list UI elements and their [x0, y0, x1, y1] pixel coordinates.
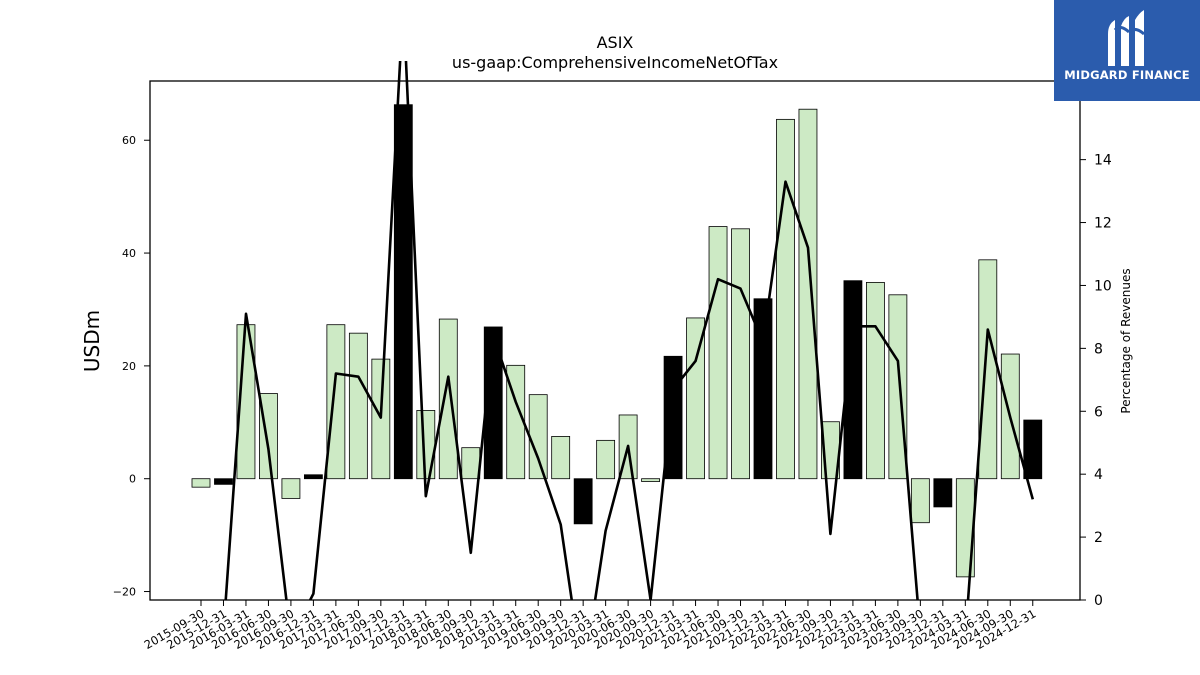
- y2-tick-label: 12: [1094, 216, 1112, 232]
- y2-tick-label: 2: [1094, 530, 1103, 546]
- bar-2018-06-30: [438, 318, 458, 480]
- bar-2017-03-31: [326, 324, 346, 480]
- bar-2022-06-30: [798, 108, 818, 480]
- bar-2017-09-30: [371, 358, 391, 480]
- y-axis-ticks: −20 0 20 40 60: [113, 134, 150, 599]
- y2-tick-label: 4: [1094, 467, 1103, 483]
- bar-2023-12-31: [933, 478, 953, 508]
- bar-2021-03-31: [686, 317, 705, 480]
- bar-2023-09-30: [910, 478, 930, 524]
- bar-2021-06-30: [708, 226, 728, 480]
- y-tick-label: 40: [122, 247, 136, 260]
- bar-2019-12-31: [573, 478, 593, 525]
- bar-2017-12-31: [393, 104, 413, 480]
- logo-text: MIDGARD FINANCE: [1064, 68, 1190, 82]
- bar-2023-06-30: [888, 294, 908, 480]
- bar-2024-12-31: [1023, 419, 1043, 480]
- y-tick-label: 0: [129, 473, 136, 486]
- y2-axis-label: Percentage of Revenues: [1119, 268, 1133, 413]
- bar-2021-12-31: [753, 298, 773, 480]
- y2-tick-label: 6: [1094, 404, 1103, 420]
- bar-2019-09-30: [551, 436, 571, 480]
- y2-axis-ticks: 0 2 4 6 8 10 12 14: [1080, 153, 1112, 609]
- bar-2018-09-30: [461, 447, 481, 480]
- plot-frame: [149, 80, 1081, 601]
- y-axis-label: USDm: [80, 310, 104, 372]
- y2-tick-label: 8: [1094, 341, 1103, 357]
- y2-tick-label: 0: [1094, 593, 1103, 609]
- chart-title: ASIX: [597, 33, 634, 52]
- bar-2020-03-31: [596, 439, 616, 480]
- bar-2021-09-30: [731, 228, 750, 480]
- bar-2020-09-30: [641, 478, 660, 482]
- bar-2018-12-31: [483, 326, 503, 480]
- x-axis-ticks: 2015-09-302015-12-312016-03-312016-06-30…: [142, 600, 1038, 652]
- bar-2024-06-30: [978, 259, 998, 480]
- logo-mark-icon: [1108, 10, 1145, 66]
- bar-2015-09-30: [191, 478, 211, 488]
- bar-2016-09-30: [281, 478, 301, 499]
- bar-2019-06-30: [528, 394, 548, 480]
- bar-2016-12-31: [303, 474, 323, 480]
- bar-series: [191, 104, 1043, 578]
- bar-2015-12-31: [214, 478, 233, 485]
- line-series: [224, 61, 1035, 600]
- chart-subtitle: us-gaap:ComprehensiveIncomeNetOfTax: [452, 53, 778, 72]
- y-tick-label: 60: [122, 134, 136, 147]
- y2-tick-label: 14: [1094, 153, 1112, 169]
- bar-2023-03-31: [866, 281, 885, 480]
- bar-2017-06-30: [348, 332, 368, 480]
- percentage-line: [224, 61, 1035, 600]
- y-tick-label: −20: [113, 586, 136, 599]
- y-tick-label: 20: [122, 360, 136, 373]
- bar-2020-12-31: [663, 355, 683, 480]
- bar-2022-12-31: [843, 280, 863, 480]
- brand-logo: MIDGARD FINANCE: [1054, 0, 1200, 101]
- bar-2022-03-31: [776, 118, 795, 480]
- y2-tick-label: 10: [1094, 278, 1112, 294]
